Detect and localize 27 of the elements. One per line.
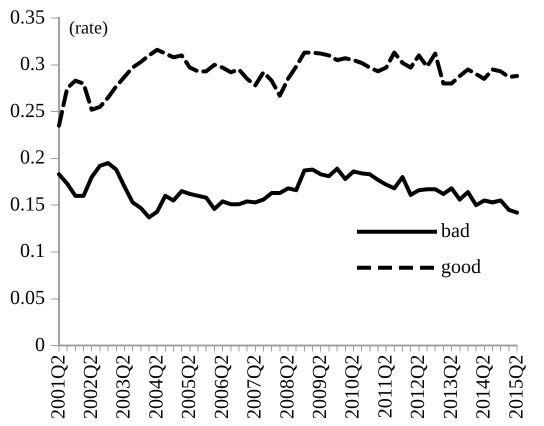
x-tick-label: 2009Q2 [308,354,331,420]
y-tick-label: 0.1 [20,240,45,262]
x-tick-label: 2001Q2 [47,354,70,420]
y-tick-label: 0.2 [20,146,45,169]
y-tick-label: 0.25 [10,100,45,122]
x-tick-label: 2003Q2 [112,354,135,420]
x-tick-label: 2004Q2 [145,354,168,420]
annotation: (rate) [69,18,108,38]
y-tick-label: 0.35 [10,6,45,28]
x-tick-label: 2006Q2 [210,354,233,420]
x-tick-label: 2013Q2 [440,354,462,420]
x-tick-label: 2007Q2 [244,354,266,420]
x-tick-label: 2002Q2 [80,354,102,420]
x-tick-label: 2012Q2 [407,354,430,420]
x-tick-label: 2010Q2 [342,354,364,420]
line-series [57,48,519,128]
legend-label: bad [441,220,470,242]
y-tick-label: 0.15 [10,193,45,216]
x-tick-label: 2011Q2 [374,354,396,418]
y-tick-label: 0.3 [20,53,45,76]
x-tick-label: 2008Q2 [276,354,298,420]
legend-label: good [441,256,481,278]
x-tick-label: 2015Q2 [505,354,528,420]
x-tick-label: 2005Q2 [178,354,200,420]
y-tick-label: 0 [35,334,45,356]
x-tick-label: 2014Q2 [472,354,495,420]
y-tick-label: 0.05 [10,287,45,310]
